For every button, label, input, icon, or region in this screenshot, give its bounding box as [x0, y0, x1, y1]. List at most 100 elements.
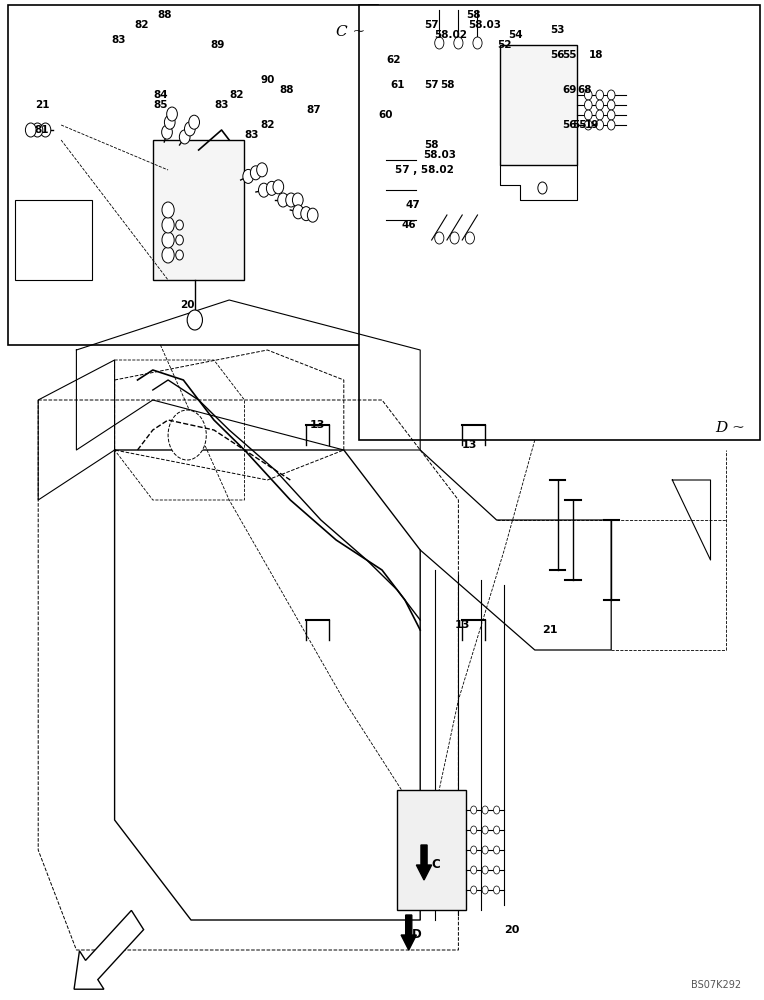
Circle shape [162, 217, 174, 233]
Text: 87: 87 [306, 105, 321, 115]
Circle shape [482, 886, 488, 894]
Text: 88: 88 [157, 10, 171, 20]
Circle shape [494, 866, 500, 874]
Circle shape [596, 120, 604, 130]
Circle shape [187, 310, 202, 330]
Circle shape [494, 806, 500, 814]
Text: 83: 83 [215, 100, 228, 110]
Text: 19: 19 [585, 120, 599, 130]
Text: C ~: C ~ [336, 25, 365, 39]
Text: 89: 89 [211, 40, 225, 50]
Text: 58.03: 58.03 [468, 20, 502, 30]
Text: 60: 60 [379, 110, 393, 120]
Circle shape [267, 181, 277, 195]
Text: 90: 90 [261, 75, 274, 85]
Circle shape [454, 37, 463, 49]
Circle shape [482, 826, 488, 834]
Circle shape [286, 193, 296, 207]
FancyArrow shape [416, 845, 432, 880]
FancyArrow shape [401, 915, 416, 950]
Circle shape [584, 110, 592, 120]
Circle shape [25, 123, 36, 137]
Circle shape [293, 205, 303, 219]
Circle shape [257, 163, 267, 177]
Text: 61: 61 [390, 80, 404, 90]
Circle shape [450, 232, 459, 244]
Circle shape [176, 250, 183, 260]
Circle shape [164, 115, 175, 129]
Circle shape [482, 806, 488, 814]
Circle shape [471, 806, 477, 814]
Bar [397, 790, 466, 910]
Text: BS07K292: BS07K292 [691, 980, 741, 990]
Circle shape [301, 207, 312, 221]
Circle shape [494, 826, 500, 834]
Circle shape [162, 202, 174, 218]
Circle shape [167, 107, 177, 121]
Text: 47: 47 [405, 200, 420, 210]
Text: 58.02: 58.02 [434, 30, 468, 40]
Text: 52: 52 [497, 40, 511, 50]
Circle shape [473, 37, 482, 49]
Circle shape [162, 232, 174, 248]
Text: 69: 69 [562, 85, 576, 95]
Circle shape [189, 115, 199, 129]
Circle shape [277, 193, 289, 207]
FancyArrow shape [74, 910, 144, 989]
Text: 56: 56 [551, 50, 565, 60]
Circle shape [184, 122, 195, 136]
Circle shape [176, 235, 183, 245]
Text: C: C [431, 858, 440, 871]
Text: 13: 13 [309, 420, 325, 430]
Circle shape [293, 193, 303, 207]
Circle shape [307, 208, 318, 222]
Circle shape [471, 866, 477, 874]
Text: 18: 18 [589, 50, 603, 60]
Bar [15, 200, 92, 280]
Circle shape [162, 247, 174, 263]
Circle shape [176, 220, 183, 230]
Circle shape [471, 886, 477, 894]
Bar [359, 5, 760, 440]
Bar [500, 45, 577, 165]
Circle shape [180, 130, 190, 144]
Circle shape [538, 182, 547, 194]
Text: 55: 55 [562, 50, 576, 60]
Text: 53: 53 [551, 25, 565, 35]
Text: 56: 56 [562, 120, 576, 130]
Text: 58.03: 58.03 [422, 150, 456, 160]
Circle shape [258, 183, 269, 197]
Text: 57 , 58.02: 57 , 58.02 [394, 165, 454, 175]
Text: 54: 54 [508, 30, 523, 40]
Circle shape [607, 100, 615, 110]
Text: 55: 55 [572, 120, 586, 130]
Circle shape [607, 110, 615, 120]
Text: 82: 82 [134, 20, 148, 30]
Circle shape [40, 123, 50, 137]
Text: 82: 82 [230, 90, 244, 100]
Circle shape [251, 166, 261, 180]
Circle shape [596, 100, 604, 110]
Circle shape [584, 100, 592, 110]
Text: 85: 85 [154, 100, 167, 110]
Circle shape [471, 826, 477, 834]
Text: 88: 88 [280, 85, 293, 95]
Circle shape [596, 110, 604, 120]
Text: 57: 57 [424, 20, 439, 30]
Text: 58: 58 [467, 10, 481, 20]
Text: 13: 13 [462, 440, 478, 450]
Circle shape [596, 90, 604, 100]
Text: 21: 21 [542, 625, 558, 635]
Circle shape [494, 886, 500, 894]
Circle shape [243, 169, 254, 183]
Circle shape [168, 410, 206, 460]
Text: 62: 62 [387, 55, 400, 65]
Circle shape [607, 120, 615, 130]
Circle shape [584, 120, 592, 130]
Circle shape [494, 846, 500, 854]
Text: 58: 58 [425, 140, 439, 150]
Circle shape [465, 232, 474, 244]
Text: 84: 84 [153, 90, 168, 100]
Circle shape [471, 846, 477, 854]
Text: 46: 46 [401, 220, 416, 230]
